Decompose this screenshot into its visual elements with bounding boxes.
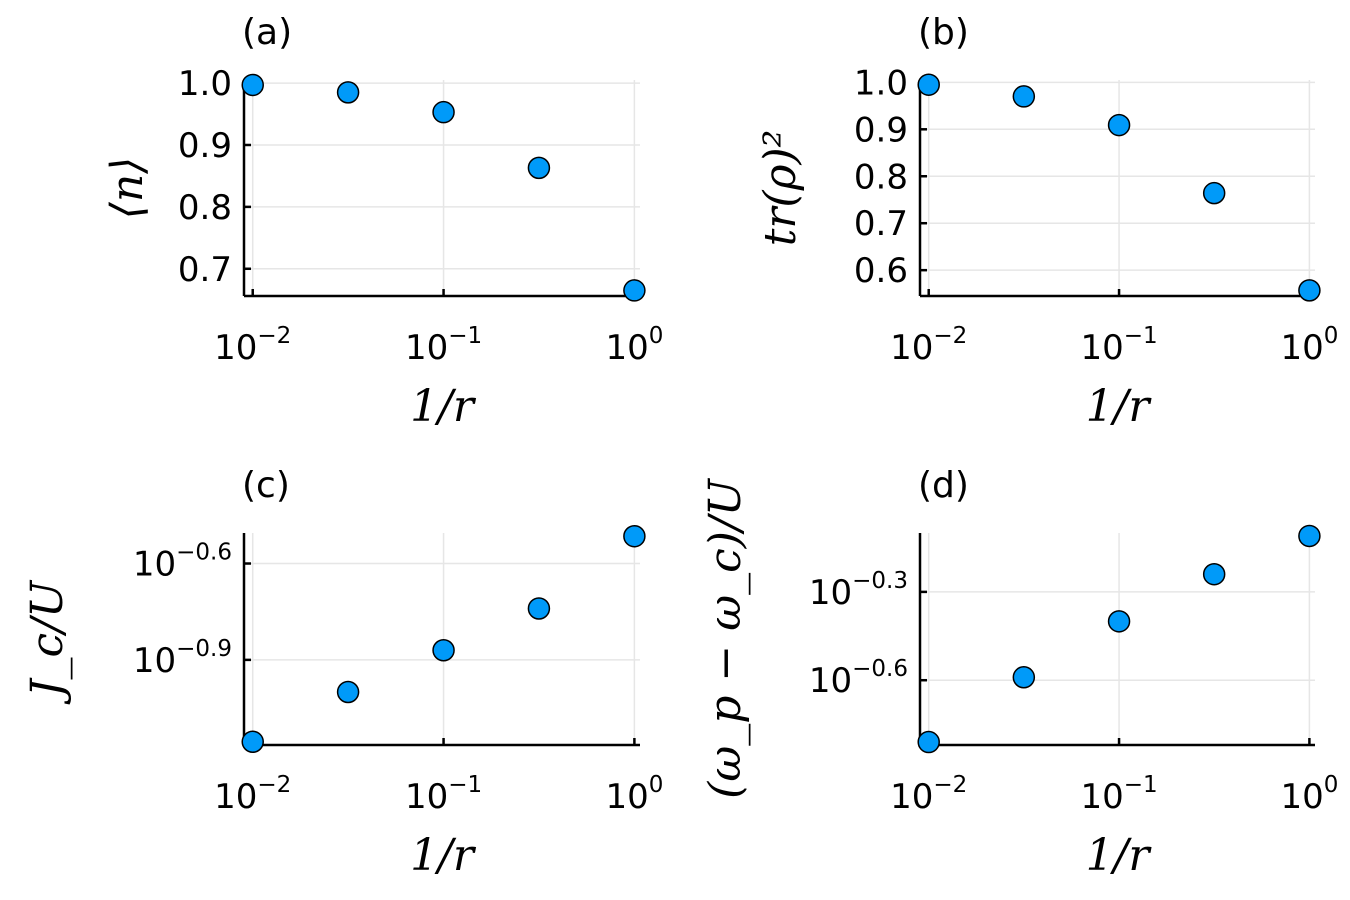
y-tick-label: 0.8	[854, 157, 908, 197]
y-tick-label: 10−0.9	[133, 636, 232, 681]
data-point	[432, 638, 455, 662]
x-tick-label: 100	[605, 772, 663, 817]
x-axis-label: 1/r	[410, 830, 477, 881]
data-point	[1012, 666, 1036, 689]
panel-a: 10−2 10−1 100 0.7 0.8 0.9 1.0(a) 1/r ⟨n⟩	[102, 12, 663, 432]
y-tick-label: 1.0	[178, 64, 232, 104]
y-axis-label: (ω_p − ω_c)/U	[700, 477, 751, 799]
y-tick-label: 10−0.6	[809, 656, 908, 701]
data-point	[1298, 524, 1321, 548]
y-tick-label: 1.0	[854, 63, 908, 103]
data-point	[1107, 113, 1131, 137]
panel-label: (d)	[918, 465, 969, 506]
y-axis-label: ⟨n⟩	[102, 157, 153, 220]
x-tick-label: 10−1	[405, 772, 482, 817]
x-tick-label: 10−2	[214, 323, 291, 368]
data-point	[241, 73, 264, 97]
x-axis-label: 1/r	[410, 381, 477, 432]
panel-label: (a)	[242, 12, 292, 53]
data-point	[1202, 181, 1226, 205]
data-point	[527, 597, 551, 620]
x-axis-label: 1/r	[1086, 830, 1153, 881]
data-point	[336, 680, 360, 704]
panel-label: (c)	[242, 465, 290, 506]
data-point	[1298, 279, 1321, 302]
y-tick-label: 10−0.6	[133, 540, 232, 585]
y-tick-label: 0.9	[178, 126, 232, 166]
x-tick-label: 10−2	[890, 772, 967, 817]
y-tick-label: 10−0.3	[809, 568, 908, 613]
y-tick-label: 0.7	[178, 250, 232, 290]
data-point	[1202, 562, 1226, 586]
data-point	[623, 279, 646, 302]
data-point	[1012, 85, 1036, 108]
x-tick-label: 10−1	[405, 323, 482, 368]
panel-label: (b)	[918, 12, 969, 53]
x-axis-label: 1/r	[1086, 381, 1153, 432]
x-tick-label: 10−1	[1080, 772, 1157, 817]
y-tick-label: 0.7	[854, 204, 908, 244]
data-point	[1107, 610, 1131, 633]
x-tick-label: 100	[605, 323, 663, 368]
data-point	[241, 730, 264, 754]
panel-b: 10−2 10−1 100 0.6 0.7 0.8 0.9 1.0(b) 1/r tr(ρ)²	[755, 12, 1338, 432]
y-tick-label: 0.6	[854, 251, 908, 291]
x-tick-label: 10−1	[1080, 323, 1157, 368]
panel-c: 10−2 10−1 100 10−0.9 10−0.6(c) 1/r J_c/U	[22, 465, 663, 881]
x-tick-label: 10−2	[890, 323, 967, 368]
data-point	[527, 156, 551, 180]
data-point	[917, 730, 940, 754]
y-axis-label: J_c/U	[22, 579, 73, 705]
data-point	[432, 100, 455, 124]
data-point	[336, 81, 360, 104]
y-tick-label: 0.9	[854, 110, 908, 150]
x-tick-label: 10−2	[214, 772, 291, 817]
y-axis-label: tr(ρ)²	[755, 130, 806, 247]
data-point	[623, 524, 646, 548]
x-tick-label: 100	[1280, 323, 1338, 368]
data-point	[917, 73, 940, 96]
panel-d: 10−2 10−1 100 10−0.6 10−0.3 (d) 1/r (ω_p − ω_c)…	[700, 465, 1338, 881]
y-tick-label: 0.8	[178, 188, 232, 228]
x-tick-label: 100	[1280, 772, 1338, 817]
